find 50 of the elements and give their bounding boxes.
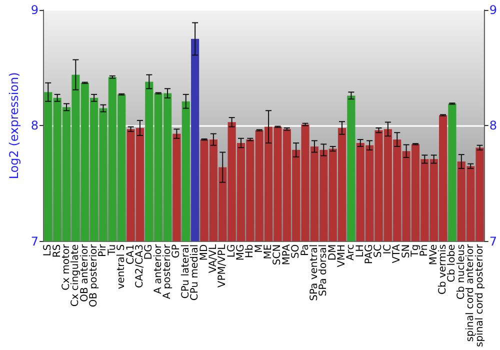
x-tick-label: GP [171,244,182,258]
x-tick-label: spinal cord anterior [465,243,476,342]
x-tick-label: Pn [419,244,430,256]
y-tick-label: 8 [30,118,39,133]
x-tick-label: VA/VL [208,244,219,274]
x-tick-label: DM [327,244,338,261]
x-tick-label: CA2/CA3 [134,244,146,288]
x-tick-label: LH [354,244,366,258]
x-tick-label: VTA [392,244,403,264]
x-tick-label: ventral S [116,244,128,290]
x-tick-label: Cb nucleus [456,244,467,300]
y-tick-label: 7 [30,234,39,248]
x-tick-label: MD [198,244,210,261]
x-tick-label: Tu [106,244,118,256]
y-tick-label: 9 [30,3,39,17]
x-tick-label: CPu lateral [180,244,192,299]
x-tick-label: MG [235,244,246,261]
x-tick-label: SC [373,244,384,258]
x-tick-label: Tg [410,244,421,258]
x-tick-label: A anterior [152,243,164,294]
x-tick-label: VPM/VPL [217,244,228,288]
x-tick-label: SPa dorsal [318,244,330,296]
x-tick-label: RS [52,244,63,258]
x-tick-label: Cx motor [60,243,72,290]
x-tick-label: MPA [281,244,292,266]
x-tick-label: Pa [300,244,311,256]
x-tick-label: Arc [346,244,357,261]
x-tick-label: A posterior [162,243,174,300]
x-tick-label: spinal cord posterior [474,243,486,348]
x-tick-label: OB posterior [88,243,100,308]
x-tick-label: SPa ventral [308,244,320,301]
x-tick-label: SN [400,244,412,258]
x-tick-label: Pir [98,243,109,257]
x-tick-label: LG [226,244,238,258]
x-tick-label: CA1 [125,244,136,264]
x-tick-label: SCN [272,244,284,266]
x-tick-label: MVe [428,244,440,266]
x-tick-label: DG [144,244,155,260]
x-tick-label: Cb lobe [446,244,458,282]
y2-tick-label: 7 [489,234,498,248]
y-axis-title: Log2 (expression) [7,72,21,180]
x-tick-label: LS [42,244,54,256]
x-tick-label: IC [382,244,394,254]
x-tick-label: Hb [244,244,256,258]
x-tick-label: SO [290,244,302,259]
x-tick-label: CPu medial [190,244,201,301]
x-tick-label: Cx cingulate [70,244,82,307]
x-tick-label: M [254,244,265,253]
y2-tick-label: 9 [489,3,498,17]
y2-tick-label: 8 [489,118,498,133]
